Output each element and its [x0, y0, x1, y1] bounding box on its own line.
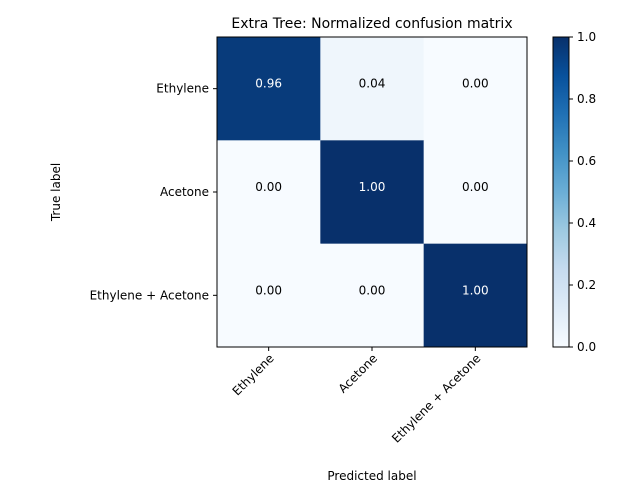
heatmap-cell: [423, 140, 528, 245]
heatmap-cell: [320, 140, 425, 245]
y-ticks: Ethylene Acetone Ethylene + Acetone: [90, 82, 217, 302]
x-axis-label: Predicted label: [327, 469, 416, 480]
cell-value-label: 1.00: [359, 180, 386, 194]
heatmap-cell: [320, 37, 425, 141]
cell-value-label: 0.00: [359, 283, 386, 297]
cell-value-label: 0.04: [359, 77, 386, 91]
x-tick-label: Ethylene: [230, 351, 277, 398]
cell-value-label: 0.96: [255, 77, 282, 91]
heatmap-cell: [217, 140, 321, 245]
y-tick-label: Acetone: [160, 185, 209, 199]
cell-value-label: 0.00: [255, 180, 282, 194]
colorbar-tick-label: 0.6: [577, 154, 596, 168]
colorbar: 0.0 0.2 0.4 0.6 0.8 1.0: [552, 30, 596, 354]
x-tick-label: Ethylene + Acetone: [389, 351, 483, 445]
heatmap-cell: [217, 243, 321, 348]
cell-value-label: 0.00: [255, 283, 282, 297]
colorbar-tick-label: 1.0: [577, 30, 596, 44]
heatmap-cell: [217, 37, 321, 141]
x-tick-label: Acetone: [336, 351, 381, 396]
cell-value-label: 0.00: [462, 77, 489, 91]
cell-value-label: 1.00: [462, 283, 489, 297]
colorbar-frame: [552, 36, 570, 348]
y-axis-label: True label: [49, 163, 63, 222]
heatmap-cell: [423, 243, 528, 348]
colorbar-tick-label: 0.4: [577, 216, 596, 230]
heatmap-cell: [423, 37, 528, 141]
y-tick-label: Ethylene: [156, 82, 209, 96]
colorbar-tick-label: 0.2: [577, 278, 596, 292]
cell-value-label: 0.00: [462, 180, 489, 194]
colorbar-tick-label: 0.8: [577, 92, 596, 106]
y-tick-label: Ethylene + Acetone: [90, 288, 209, 302]
colorbar-tick-label: 0.0: [577, 340, 596, 354]
x-ticks: Ethylene Acetone Ethylene + Acetone: [230, 347, 483, 446]
heatmap-cell: [320, 243, 425, 348]
heatmap-cells: 0.96 0.04 0.00 0.00 1.00 0.00 0.00 0.00 1.00: [217, 37, 528, 348]
chart-title: Extra Tree: Normalized confusion matrix: [231, 16, 512, 32]
colorbar-ticks: 0.0 0.2 0.4 0.6 0.8 1.0: [569, 30, 596, 354]
colorbar-gradient: [553, 37, 569, 347]
